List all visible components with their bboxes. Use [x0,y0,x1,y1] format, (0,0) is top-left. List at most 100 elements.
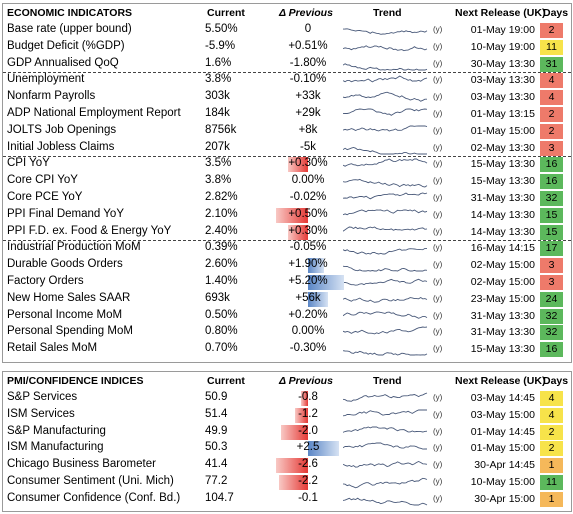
next-release-date: 16-May 14:15 [470,242,535,255]
current-value: 41.4 [205,458,228,471]
table-row: Consumer Sentiment (Uni. Mich) 77.2 -2.2 (y… [3,474,571,491]
trend-header: Trend [373,375,402,387]
days-badge: 2 [540,424,563,440]
group-separator [3,72,571,74]
next-release-date: 31-May 13:30 [470,192,535,204]
change-vs-previous: -2.2 [298,475,318,487]
change-vs-previous: +0.50% [288,207,328,220]
next-release-date: 15-May 13:30 [470,175,535,188]
next-release-date: 01-May 15:00 [470,124,535,137]
trend-sparkline [343,477,428,489]
period-marker: (y) [433,176,443,186]
period-marker: (y) [433,310,443,320]
change-bar [288,224,308,240]
next-release-date: 30-Apr 14:45 [474,459,535,472]
period-marker: (y) [433,125,443,135]
trend-sparkline [343,192,428,200]
table-row: Unemployment 3.8% -0.10% (y) 03-May 13:30 4 [3,72,571,89]
current-value: 0.50% [205,308,238,321]
next-release-date: 23-May 15:00 [470,292,535,305]
indicator-name: S&P Services [7,391,78,403]
days-badge: 31 [540,56,563,72]
change-vs-previous: -0.10% [289,73,327,86]
trend-sparkline [343,45,428,51]
change-bar [295,407,308,423]
current-value: -5.9% [205,39,236,52]
table-row: PPI F.D. ex. Food & Energy YoY 2.40% +0.30… [3,224,571,241]
next-release-date: 03-May 15:00 [470,408,535,421]
next-release-date: 14-May 13:30 [470,208,535,221]
next-release-date: 15-May 13:30 [470,343,535,356]
trend-sparkline [343,226,428,232]
current-value: 8756k [205,123,237,136]
trend-sparkline [343,209,428,215]
table-row: Core PCE YoY 2.82% -0.02% (y) 31-May 13:30 32 [3,190,571,207]
table-row: PPI Final Demand YoY 2.10% +0.50% (y) 14-May… [3,207,571,224]
period-marker: (y) [433,243,443,253]
table-row: ISM Manufacturing 50.3 +2.5 (y) 01-May 15:00… [3,440,571,457]
indicator-name: Personal Spending MoM [7,325,133,338]
days-badge: 3 [540,140,563,156]
change-bar [281,424,308,440]
section-title: ECONOMIC INDICATORS [7,7,133,19]
indicator-name: JOLTS Job Openings [7,123,117,136]
economic-header: ECONOMIC INDICATORS Current Δ Previous T… [3,4,571,21]
period-marker: (y) [433,109,443,118]
days-badge: 32 [540,191,563,206]
days-badge: 2 [540,441,563,457]
current-value: 2.10% [205,207,238,220]
days-badge: 4 [540,391,563,406]
table-row: S&P Services 50.9 -0.8 (y) 03-May 14:45 4 [3,390,571,407]
change-vs-previous: -1.2 [298,407,318,420]
change-bar [308,441,339,457]
change-vs-previous: +1.90% [288,258,328,271]
next-release-date: 30-May 13:30 [470,57,535,70]
current-value: 51.4 [205,407,228,420]
current-value: 1.6% [205,56,232,69]
table-row: ADP National Employment Report 184k +29k (y… [3,106,571,123]
next-release-date: 01-May 14:45 [470,425,535,438]
period-marker: (y) [433,277,443,286]
indicator-name: ADP National Employment Report [7,107,181,119]
days-badge: 2 [540,23,563,38]
period-marker: (y) [433,193,443,202]
indicator-name: Durable Goods Orders [7,258,123,271]
indicator-name: Consumer Confidence (Conf. Bd.) [7,491,181,504]
current-value: 104.7 [205,491,234,504]
current-value: 2.60% [205,258,238,271]
group-separator [3,156,571,158]
change-bar [308,291,328,307]
trend-sparkline [343,125,428,132]
trend-sparkline [343,146,428,155]
current-value: 2.82% [205,191,238,203]
change-vs-previous: 0 [304,23,312,35]
change-bar [300,391,308,406]
days-badge: 15 [540,207,563,223]
indicator-name: Retail Sales MoM [7,342,98,355]
change-vs-previous: +2.5 [296,441,320,454]
change-vs-previous: -0.1 [298,491,318,504]
trend-sparkline [343,75,428,83]
current-value: 49.9 [205,424,228,437]
current-value: 3.8% [205,174,232,187]
group-separator [3,240,571,242]
period-marker: (y) [433,460,443,470]
next-release-date: 02-May 13:30 [470,141,535,154]
days-badge: 11 [540,39,563,55]
current-header: Current [207,375,245,387]
change-bar [275,458,308,474]
next-release-date: 03-May 13:30 [470,74,535,87]
indicator-name: Chicago Business Barometer [7,458,156,471]
change-vs-previous: -0.05% [289,241,327,254]
current-value: 207k [205,140,230,153]
table-row: GDP Annualised QoQ 1.6% -1.80% (y) 30-May 13… [3,56,571,73]
pmi-confidence-panel: PMI/CONFIDENCE INDICES Current Δ Previou… [2,371,572,512]
next-release-date: 10-May 19:00 [470,40,535,53]
change-vs-previous: -0.8 [298,391,318,403]
days-badge: 24 [540,291,563,307]
indicator-name: Base rate (upper bound) [7,23,132,35]
next-release-date: 14-May 13:30 [470,225,535,238]
next-release-header: Next Release (UK) [455,7,546,19]
indicator-name: Unemployment [7,73,85,86]
previous-header: Δ Previous [279,375,333,387]
